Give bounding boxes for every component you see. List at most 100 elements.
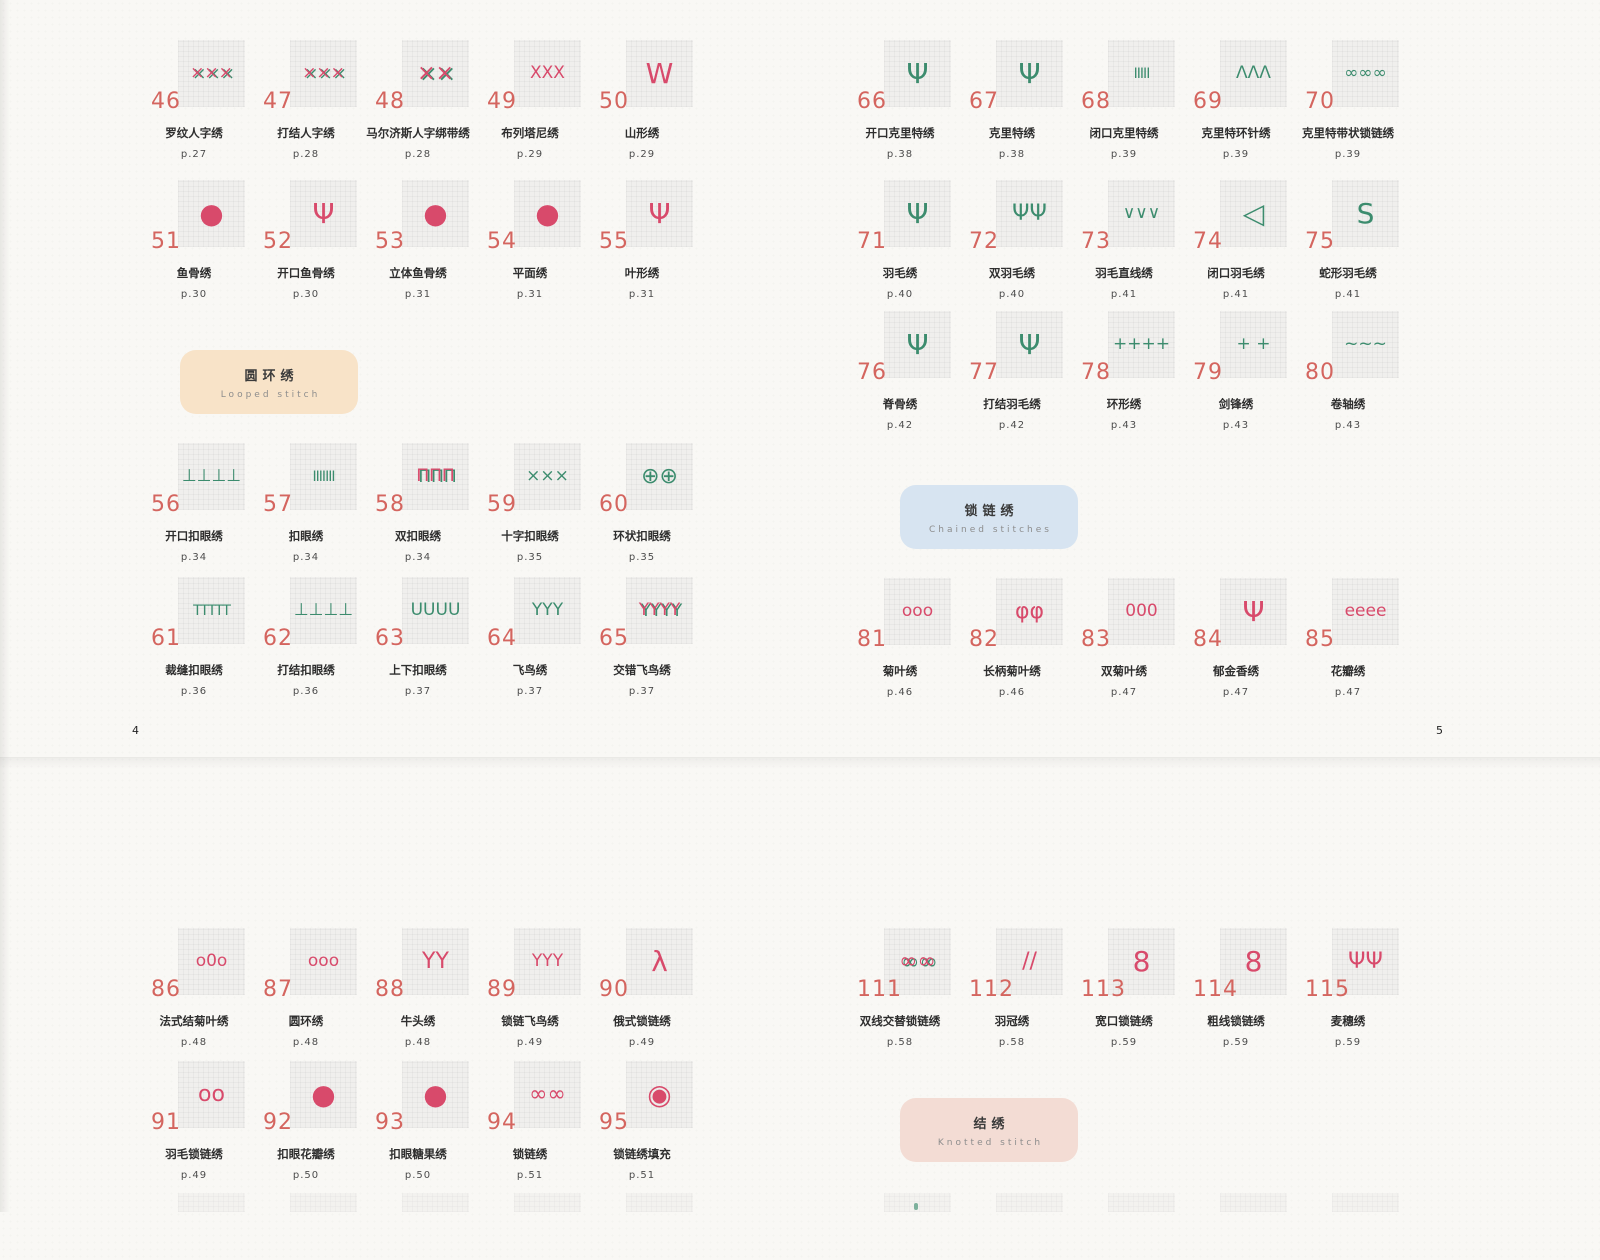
stitch-thumbnail-wrap: ×× 48 [375,40,469,114]
stitch-thumbnail-wrap: ∞∞ 111 [857,928,951,1002]
stitch-thumbnail-wrap: ◁ 74 [1193,180,1287,254]
stitch-thumbnail: 8 [1108,928,1175,995]
stitch-page-ref: p.41 [1110,289,1138,300]
section-title: 锁链绣 [964,503,1019,519]
stitch-name: 开口克里特绣 [865,126,935,140]
stitch-item: IIIII 68 闭口克里特绣 p.39 [1068,40,1180,160]
stitch-thumbnail-wrap: ◉ 95 [599,1061,693,1135]
stitch-number: 70 [1305,89,1335,114]
stitch-page-ref: p.37 [404,686,432,697]
stitch-thumbnail-wrap: Ψ 52 [263,180,357,254]
stitch-number: 111 [857,977,902,1002]
spread-seam [0,757,1600,774]
stitch-thumbnail: ooo [290,928,357,995]
section-subtitle: Knotted stitch [937,1137,1044,1148]
stitch-thumbnail: oo [178,1061,245,1128]
stitch-item: ∨∨∨ 73 羽毛直线绣 p.41 [1068,180,1180,300]
stitch-sample-icon: S [1356,196,1375,230]
stitch-number: 64 [487,626,517,651]
stitch-sample-icon: W [645,56,674,90]
stitch-page-ref: p.38 [886,149,914,160]
stitch-page-ref: p.43 [1334,420,1362,431]
stitch-thumbnail-wrap [402,1193,469,1260]
stitch-name: 叶形绣 [624,266,660,280]
stitch-thumbnail-partial [1332,1193,1399,1212]
stitch-item: Ψ 55 叶形绣 p.31 [586,180,698,300]
stitch-page-ref: p.48 [180,1037,208,1048]
stitch-sample-icon: ×× [417,60,454,86]
stitch-thumbnail: ΛΛΛ [1220,40,1287,107]
stitch-page-ref: p.43 [1222,420,1250,431]
stitch-thumbnail: ∞∞ [884,928,951,995]
stitch-page-ref: p.48 [292,1037,320,1048]
page-edge-shadow [0,0,10,1212]
stitch-page-ref: p.48 [404,1037,432,1048]
stitch-name: 卷轴绣 [1330,397,1366,411]
stitch-thumbnail-wrap: Ψ 71 [857,180,951,254]
stitch-page-ref: p.41 [1222,289,1250,300]
stitch-row: ∞∞ 111 双线交替锁链绣 p.58//112 羽冠绣 p.58 8 113 宽口锁链绣 p.5… [844,928,1404,1048]
stitch-number: 62 [263,626,293,651]
stitch-thumbnail: ∨∨∨ [1108,180,1175,247]
stitch-item-partial [586,1193,698,1260]
stitch-row: ⊥⊥⊥⊥ 56 开口扣眼绣 p.34 IIIIIII 57 扣眼绣 p.34 ΠΠΠ 58 双扣眼绣… [138,443,698,563]
stitch-thumbnail-wrap [1108,1193,1175,1260]
stitch-page-ref: p.39 [1222,149,1250,160]
stitch-page-ref: p.36 [292,686,320,697]
stitch-name: 裁缝扣眼绣 [165,663,223,677]
stitch-row: o0o 86 法式结菊叶绣 p.48 ooo 87 圆环绣 p.48 YY 88 牛头绣 p.48 YY… [138,928,698,1048]
stitch-thumbnail-wrap: ● 51 [151,180,245,254]
stitch-name: 开口鱼骨绣 [277,266,335,280]
stitch-name: 牛头绣 [400,1014,436,1028]
stitch-thumbnail: ××× [178,40,245,107]
stitch-item: S 75 蛇形羽毛绣 p.41 [1292,180,1404,300]
stitch-page-ref: p.40 [998,289,1026,300]
stitch-thumbnail-wrap [884,1193,951,1260]
stitch-item: eeee 85 花瓣绣 p.47 [1292,578,1404,698]
stitch-sample-icon: ××× [526,466,569,486]
stitch-name: 布列塔尼绣 [501,126,559,140]
stitch-thumbnail: + + [1220,311,1287,378]
stitch-thumbnail-wrap: ⊥⊥⊥⊥ 62 [263,577,357,651]
stitch-item: ◁ 74 闭口羽毛绣 p.41 [1180,180,1292,300]
stitch-number: 46 [151,89,181,114]
stitch-thumbnail-wrap: ××× 47 [263,40,357,114]
stitch-sample-icon: ++++ [1113,334,1170,354]
stitch-number: 83 [1081,627,1111,652]
stitch-thumbnail-partial [996,1193,1063,1212]
stitch-item: XXX 49 布列塔尼绣 p.29 [474,40,586,160]
stitch-name: 蛇形羽毛绣 [1319,266,1377,280]
stitch-number: 88 [375,977,405,1002]
stitch-item: ××× 46 罗纹人字绣 p.27 [138,40,250,160]
stitch-row: Ψ 71 羽毛绣 p.40 ΨΨ 72 双羽毛绣 p.40 ∨∨∨ 73 羽毛直线绣 p.41 ◁ 74 闭… [844,180,1404,300]
partial-stitch-row [138,1193,698,1260]
stitch-number: 74 [1193,229,1223,254]
stitch-thumbnail: ● [514,180,581,247]
stitch-thumbnail-wrap [1332,1193,1399,1260]
stitch-thumbnail: ● [290,1061,357,1128]
stitch-sample-icon: Ψ [648,196,671,230]
stitch-sample-icon: YYY [531,951,564,971]
stitch-number: 69 [1193,89,1223,114]
stitch-item: Ψ 77 打结羽毛绣 p.42 [956,311,1068,431]
stitch-thumbnail: YYY [514,577,581,644]
stitch-number: 65 [599,626,629,651]
stitch-item: YYYY 65 交错飞鸟绣 p.37 [586,577,698,697]
stitch-name: 羽冠绣 [994,1014,1030,1028]
stitch-page-ref: p.31 [404,289,432,300]
book-scan: { "colors": { "pink": "#d84a6b", "green"… [0,0,1600,1212]
book-page-bl: o0o 86 法式结菊叶绣 p.48 ooo 87 圆环绣 p.48 YY 88 牛头绣 p.48 YY… [138,0,798,1212]
stitch-thumbnail-wrap: ⊕⊕ 60 [599,443,693,517]
stitch-item: ××× 59 十字扣眼绣 p.35 [474,443,586,563]
stitch-thumbnail-wrap: 000 83 [1081,578,1175,652]
stitch-item: Ψ 52 开口鱼骨绣 p.30 [250,180,362,300]
stitch-sample-icon: ΨΨ [1348,948,1383,974]
stitch-page-ref: p.36 [180,686,208,697]
stitch-name: 十字扣眼绣 [501,529,559,543]
stitch-thumbnail-wrap [996,1193,1063,1260]
stitch-item-partial [250,1193,362,1260]
stitch-name: 飞鸟绣 [512,663,548,677]
stitch-number: 91 [151,1110,181,1135]
stitch-number: 68 [1081,89,1111,114]
stitch-name: 锁链绣 [512,1147,548,1161]
